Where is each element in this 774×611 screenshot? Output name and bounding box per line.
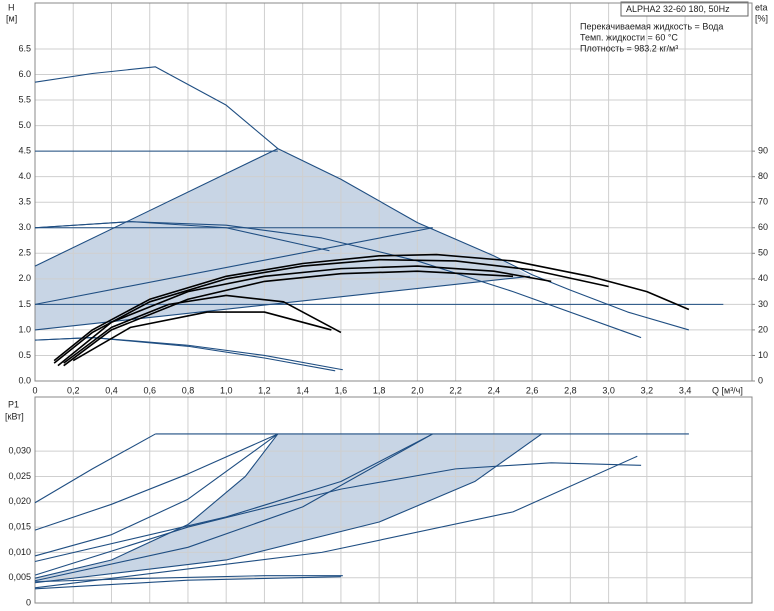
y2-tick-label: 0 (758, 375, 763, 385)
curve (34, 337, 336, 372)
y-axis-label: P1 (8, 399, 19, 409)
x-tick-label: 1,4 (296, 385, 309, 395)
y-tick-label: 2.5 (18, 248, 31, 258)
curve (34, 576, 341, 590)
y-tick-label: 6.0 (18, 69, 31, 79)
y2-axis-label: [%] (755, 13, 768, 23)
y-tick-label: 5.0 (18, 120, 31, 130)
chart-title: ALPHA2 32-60 180, 50Hz (626, 4, 730, 14)
curve (34, 148, 279, 267)
note: Перекачиваемая жидкость = Вода (580, 21, 723, 31)
y2-tick-label: 40 (758, 273, 768, 283)
y-tick-label: 0,020 (8, 496, 31, 506)
note: Темп. жидкости = 60 °C (580, 32, 678, 42)
curve (34, 66, 690, 331)
efficiency-curve (53, 253, 690, 362)
curve (34, 433, 156, 504)
y2-tick-label: 80 (758, 171, 768, 181)
x-tick-label: 2,8 (564, 385, 577, 395)
curve (34, 575, 343, 583)
y2-tick-label: 90 (758, 146, 768, 156)
y-tick-label: 0.5 (18, 350, 31, 360)
y-axis-label: [кВт] (5, 411, 24, 421)
x-tick-label: 1,2 (258, 385, 271, 395)
x-tick-label: 0 (32, 385, 37, 395)
x-tick-label: 3,4 (679, 385, 692, 395)
curve (34, 275, 531, 331)
x-tick-label: 0,2 (67, 385, 80, 395)
operating-area (35, 433, 542, 583)
curve (34, 433, 279, 531)
curve (34, 433, 279, 557)
y-tick-label: 4.5 (18, 146, 31, 156)
x-tick-label: 2,2 (449, 385, 462, 395)
y-axis-label: H (8, 2, 15, 12)
note: Плотность = 983.2 кг/м³ (580, 43, 678, 53)
plot-frame (34, 396, 753, 604)
curve (34, 433, 433, 563)
y-tick-label: 3.0 (18, 222, 31, 232)
y-tick-label: 6.5 (18, 43, 31, 53)
efficiency-curve (72, 311, 332, 362)
y-tick-label: 0,015 (8, 521, 31, 531)
y2-axis-label: eta (755, 2, 768, 12)
operating-area (35, 148, 531, 330)
y-tick-label: 2.0 (18, 273, 31, 283)
y2-tick-label: 20 (758, 324, 768, 334)
plot-frame (34, 2, 753, 382)
curve (34, 433, 542, 584)
curve (34, 433, 279, 579)
x-tick-label: 3,0 (602, 385, 615, 395)
y2-tick-label: 70 (758, 197, 768, 207)
x-axis-label: Q [м³/ч] (712, 385, 743, 395)
y2-tick-label: 30 (758, 299, 768, 309)
y-tick-label: 0 (26, 597, 31, 607)
x-tick-label: 1,6 (335, 385, 348, 395)
y-tick-label: 0,030 (8, 446, 31, 456)
curve (34, 462, 642, 576)
y-tick-label: 5.5 (18, 94, 31, 104)
y-tick-label: 0,010 (8, 547, 31, 557)
y-tick-label: 0,005 (8, 572, 31, 582)
efficiency-curve (63, 294, 342, 364)
y-tick-label: 4.0 (18, 171, 31, 181)
x-tick-label: 0,6 (143, 385, 156, 395)
y-axis-label: [м] (6, 13, 17, 23)
y-tick-label: 1.0 (18, 324, 31, 334)
y-tick-label: 0,025 (8, 471, 31, 481)
x-tick-label: 2,0 (411, 385, 424, 395)
title-box (620, 1, 749, 17)
curve (34, 455, 638, 589)
curve (34, 221, 330, 252)
efficiency-curve (57, 265, 552, 367)
y2-tick-label: 60 (758, 222, 768, 232)
x-tick-label: 1,0 (220, 385, 233, 395)
x-tick-label: 0,4 (105, 385, 118, 395)
y-tick-label: 1.5 (18, 299, 31, 309)
y-tick-label: 0.0 (18, 375, 31, 385)
x-tick-label: 3,2 (641, 385, 654, 395)
curve (34, 227, 433, 305)
y-tick-label: 3.5 (18, 197, 31, 207)
efficiency-curve (63, 270, 514, 367)
curve (34, 433, 433, 582)
x-tick-label: 2,6 (526, 385, 539, 395)
x-tick-label: 1,8 (373, 385, 386, 395)
y2-tick-label: 50 (758, 248, 768, 258)
x-tick-label: 2,4 (488, 385, 501, 395)
x-tick-label: 0,8 (182, 385, 195, 395)
y2-tick-label: 10 (758, 350, 768, 360)
